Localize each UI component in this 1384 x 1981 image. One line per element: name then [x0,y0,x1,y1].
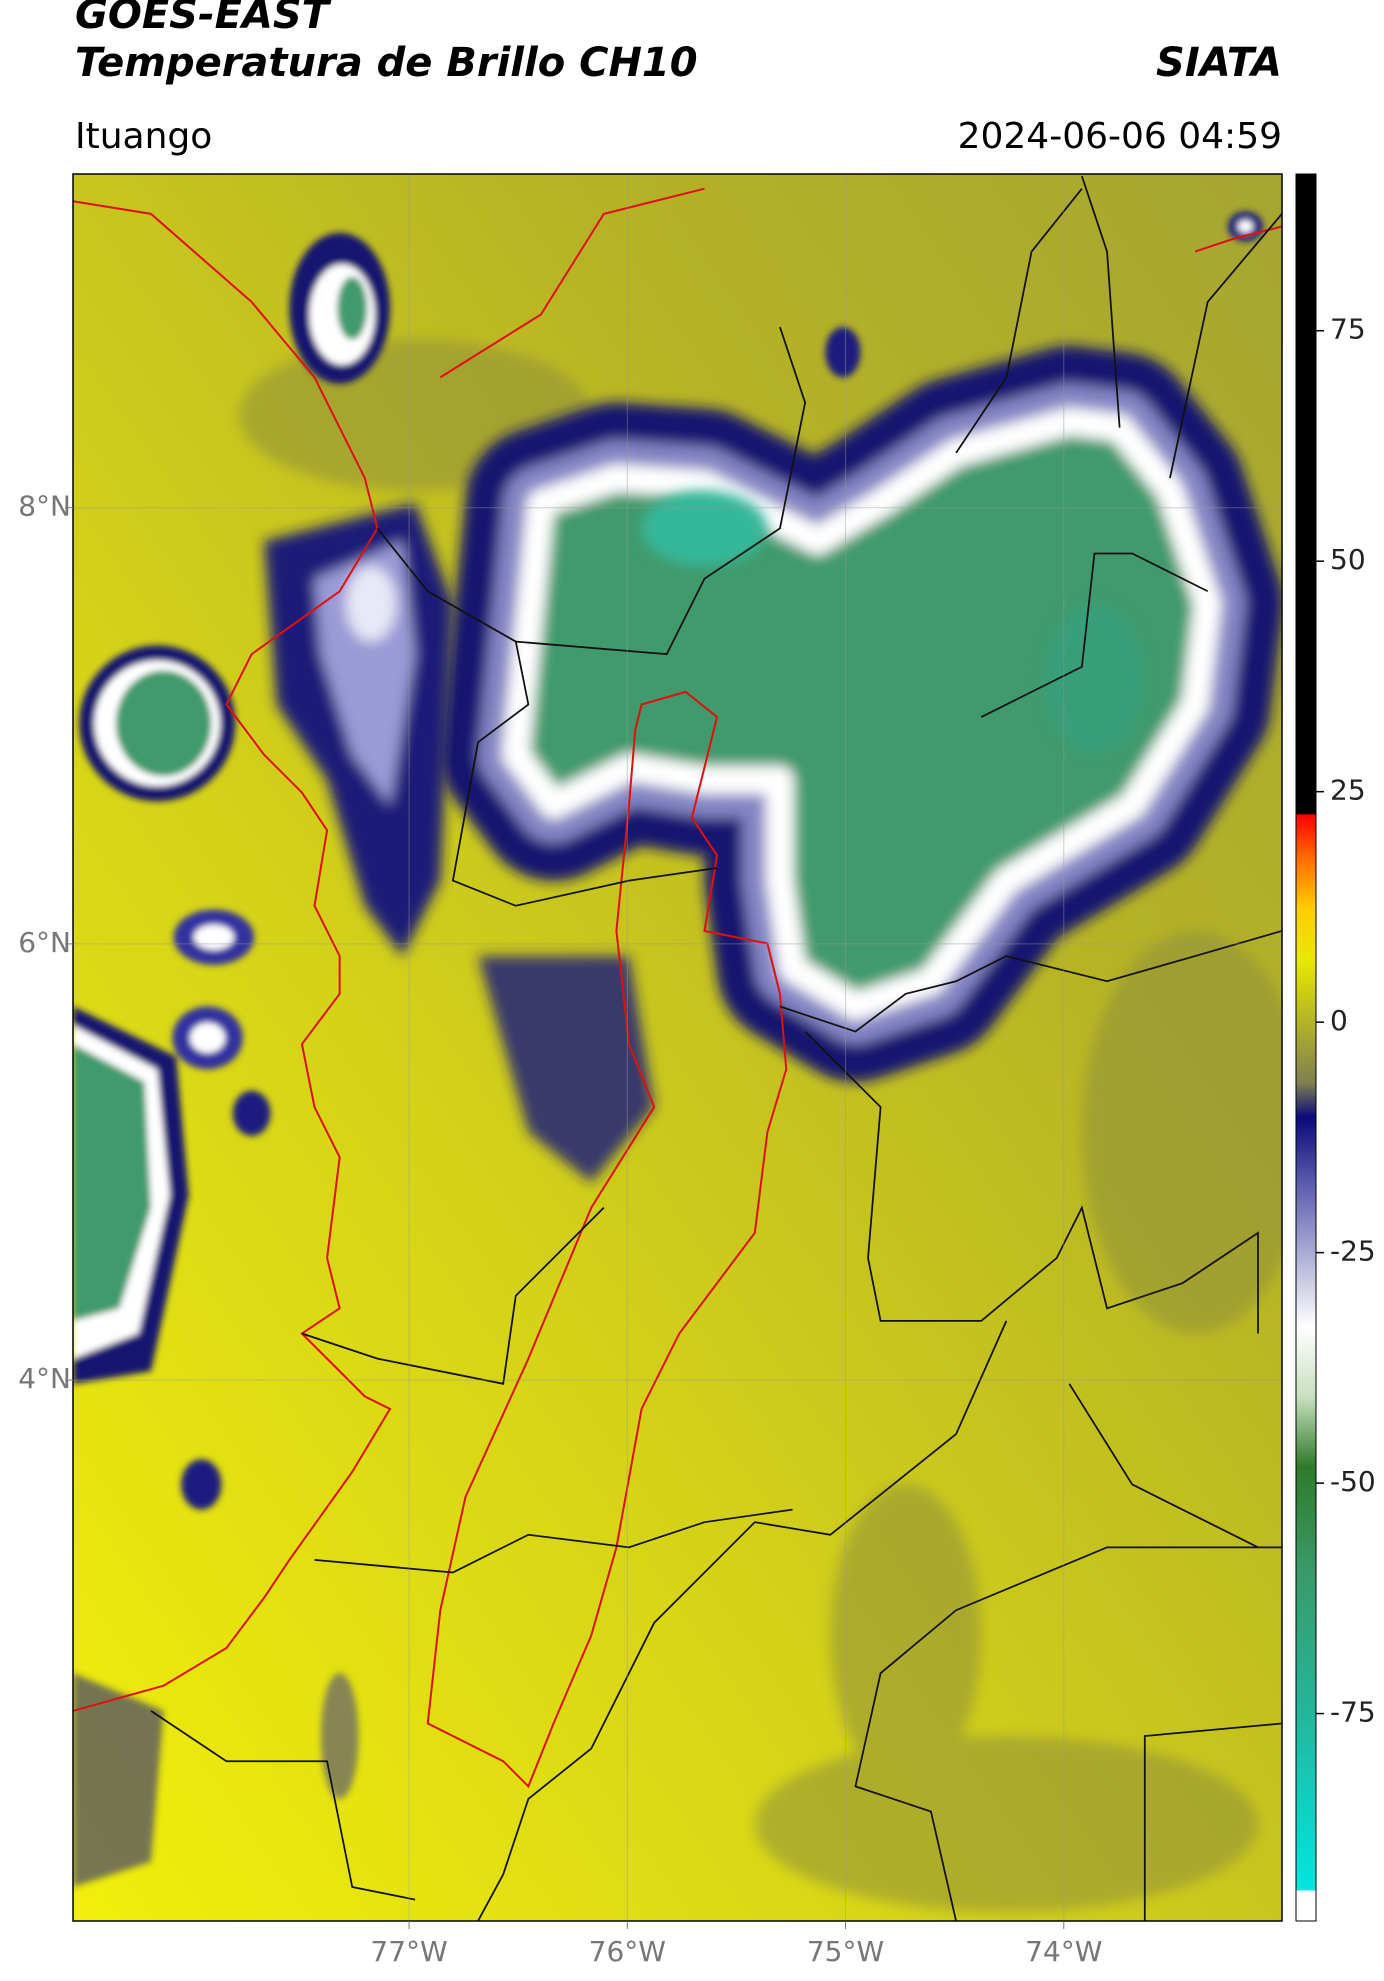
map-imagery [73,174,1282,1921]
source: SIATA [1156,40,1282,86]
subtitle: Temperatura de Brillo CH10 [75,40,698,86]
lon-tick-label: 76°W [589,1935,666,1968]
datetime: 2024-06-06 04:59 [958,116,1282,157]
colorbar-tick-label: 0 [1330,1004,1348,1037]
colorbar-tick-label: -50 [1330,1465,1376,1498]
colorbar [1295,173,1317,1922]
colorbar-tick-label: -25 [1330,1235,1376,1268]
colorbar-tick-label: 75 [1330,313,1366,346]
lon-tick-label: 75°W [807,1935,884,1968]
lat-tick-label: 8°N [18,490,71,523]
map-frame [72,173,1283,1922]
lat-tick-label: 4°N [18,1362,71,1395]
colorbar-tick-label: 50 [1330,543,1366,576]
location: Ituango [75,116,212,157]
colorbar-tick-label: -75 [1330,1696,1376,1729]
title: GOES-EAST [75,0,332,38]
colorbar-tick-label: 25 [1330,774,1366,807]
lon-tick-label: 77°W [370,1935,447,1968]
lat-tick-label: 6°N [18,926,71,959]
lon-tick-label: 74°W [1025,1935,1102,1968]
